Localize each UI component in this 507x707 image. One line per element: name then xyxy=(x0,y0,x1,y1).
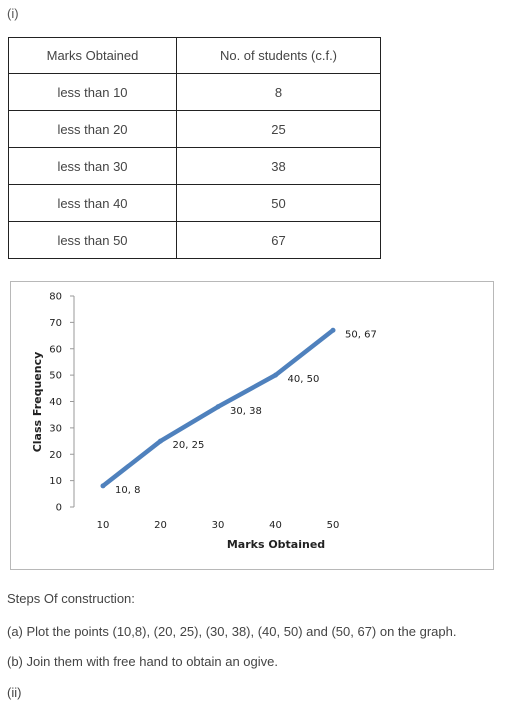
step-a: (a) Plot the points (10,8), (20, 25), (3… xyxy=(7,624,457,639)
x-tick-label: 20 xyxy=(154,520,167,531)
x-tick-label: 30 xyxy=(212,520,225,531)
cumulative-frequency-table: Marks Obtained No. of students (c.f.) le… xyxy=(8,37,381,259)
x-axis-title: Marks Obtained xyxy=(227,538,325,551)
x-tick-label: 50 xyxy=(327,520,340,531)
table-row: less than 40 50 xyxy=(8,184,381,222)
data-label: 20, 25 xyxy=(173,440,205,451)
table-cell-marks: less than 20 xyxy=(8,110,177,148)
section-label-i: (i) xyxy=(7,6,19,21)
header-marks-obtained: Marks Obtained xyxy=(8,37,177,74)
steps-heading: Steps Of construction: xyxy=(7,591,135,606)
table-cell-marks: less than 40 xyxy=(8,184,177,222)
table-row: less than 20 25 xyxy=(8,110,381,148)
y-tick-label: 60 xyxy=(49,344,62,355)
table-cell-cf: 25 xyxy=(176,110,381,148)
x-tick-label: 10 xyxy=(97,520,110,531)
y-tick-label: 10 xyxy=(49,476,62,487)
table-cell-marks: less than 30 xyxy=(8,147,177,185)
x-tick-label: 40 xyxy=(269,520,282,531)
data-label: 10, 8 xyxy=(115,485,140,496)
y-tick-label: 80 xyxy=(49,292,62,303)
y-tick-label: 70 xyxy=(49,318,62,329)
y-tick-label: 20 xyxy=(49,450,62,461)
table-cell-cf: 38 xyxy=(176,147,381,185)
y-axis-title: Class Frequency xyxy=(31,352,44,453)
y-tick-label: 30 xyxy=(49,423,62,434)
table-cell-cf: 50 xyxy=(176,184,381,222)
data-point xyxy=(158,438,163,444)
table-cell-marks: less than 50 xyxy=(8,221,177,259)
header-no-of-students: No. of students (c.f.) xyxy=(176,37,381,74)
data-label: 50, 67 xyxy=(345,329,377,340)
data-point xyxy=(215,404,221,410)
y-tick-label: 50 xyxy=(49,371,62,382)
step-b: (b) Join them with free hand to obtain a… xyxy=(7,654,278,669)
y-tick-label: 0 xyxy=(56,503,62,514)
table-row: less than 50 67 xyxy=(8,221,381,259)
data-point xyxy=(273,372,278,378)
data-point xyxy=(330,327,336,333)
data-label: 40, 50 xyxy=(288,374,320,385)
table-cell-cf: 67 xyxy=(176,221,381,259)
ogive-chart: 0 10 20 30 40 50 60 70 80 10 20 30 40 50 Marks Obtaine… xyxy=(10,281,494,570)
table-header-row: Marks Obtained No. of students (c.f.) xyxy=(8,37,381,74)
table-cell-cf: 8 xyxy=(176,73,381,111)
table-row: less than 30 38 xyxy=(8,147,381,185)
data-point xyxy=(100,483,106,489)
data-label: 30, 38 xyxy=(230,406,262,417)
table-row: less than 10 8 xyxy=(8,73,381,111)
section-label-ii: (ii) xyxy=(7,685,22,700)
y-tick-label: 40 xyxy=(49,397,62,408)
table-cell-marks: less than 10 xyxy=(8,73,177,111)
